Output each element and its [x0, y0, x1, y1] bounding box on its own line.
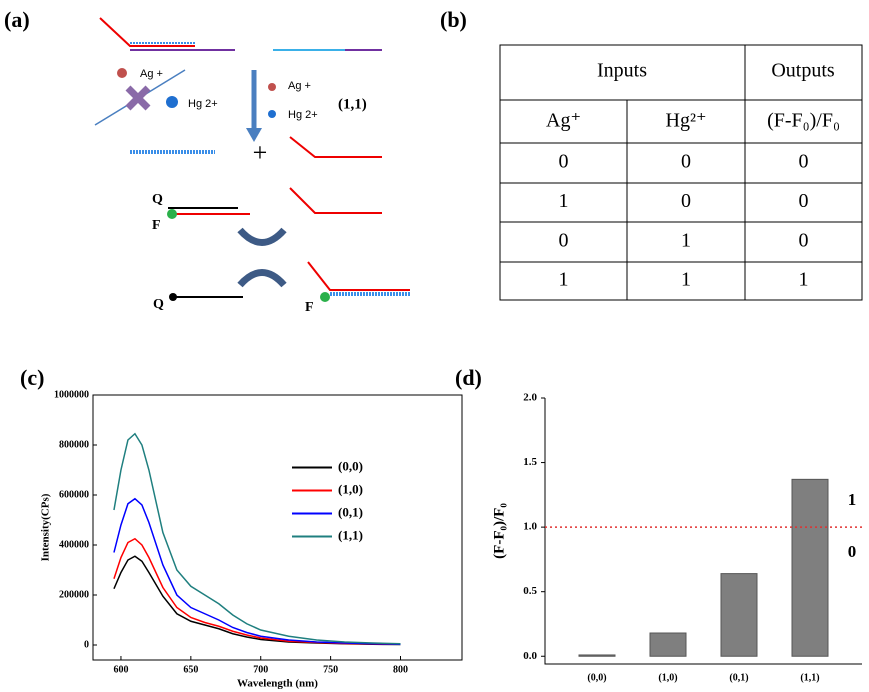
line-series [113, 555, 401, 646]
ion-label: Hg 2+ [288, 109, 318, 121]
panel-label: (b) [440, 7, 467, 32]
x-tick-label: (0,0) [587, 672, 606, 683]
table-cell: 0 [799, 190, 809, 212]
table-cell: 0 [559, 230, 569, 252]
bar [791, 478, 829, 657]
x-tick-label: 750 [323, 664, 338, 675]
legend-label: (0,1) [338, 504, 363, 519]
x-tick-label: (1,1) [800, 672, 819, 683]
strand [99, 17, 195, 47]
y-axis-label: (F-F₀)/F₀ [491, 503, 507, 559]
strand [307, 261, 410, 291]
y-tick-label: 2.0 [523, 392, 537, 404]
legend-label: (0,0) [338, 458, 363, 473]
ion-dot [166, 96, 178, 108]
table-subheader: Ag⁺ [546, 110, 581, 132]
bar [578, 654, 616, 657]
y-tick-label: 600000 [59, 489, 89, 500]
table-cell: 0 [799, 230, 809, 252]
table-cell: 0 [681, 151, 691, 173]
truth-table: (b) Inputs Outputs Ag⁺ Hg²⁺ (F-F₀)/F₀ 0 0 0 1 0 0 0… [440, 7, 863, 301]
arrow-head [246, 128, 262, 142]
legend-label: (1,1) [338, 527, 363, 542]
panel-label: (d) [455, 365, 482, 390]
strand [289, 187, 382, 214]
bar [649, 632, 687, 657]
ion-label: Ag + [140, 68, 163, 80]
cross [125, 85, 151, 111]
panel-label: (c) [20, 365, 44, 390]
y-tick-label: 400000 [59, 539, 89, 550]
fluorophore-label: F [152, 218, 161, 233]
x-axis-label: Wavelength (nm) [237, 678, 318, 690]
x-tick-label: 650 [183, 664, 198, 675]
ion-label: Ag + [288, 80, 311, 92]
x-tick-label: (0,1) [729, 672, 748, 683]
fluorophore-label: F [305, 300, 314, 315]
table-cell: 0 [559, 151, 569, 173]
y-tick-label: 1.0 [523, 521, 537, 533]
y-tick-label: 1.5 [523, 456, 537, 468]
ion-dot [268, 110, 276, 118]
table-border [499, 44, 863, 301]
y-tick-label: 0.0 [523, 650, 537, 662]
fluorophore [167, 209, 177, 219]
table-header: Inputs [597, 60, 647, 82]
table-header: Outputs [771, 60, 835, 82]
line-series [113, 432, 401, 645]
ion-dot [117, 68, 127, 78]
diagram: (a) Ag + Hg 2+ Ag + Hg 2+ (1,1) + Q F Q [4, 7, 410, 315]
y-tick-label: 1000000 [54, 389, 89, 400]
table-cell: 1 [559, 269, 569, 291]
annotation: 1 [848, 490, 857, 509]
plot-frame [92, 394, 463, 661]
quencher-label: Q [153, 297, 164, 312]
table-cell: 1 [681, 269, 691, 291]
x-tick-label: 800 [393, 664, 408, 675]
table-cell: 0 [799, 151, 809, 173]
legend-label: (1,0) [338, 481, 363, 496]
y-axis-label: Intensity(CPs) [40, 493, 52, 561]
table-cell: 1 [799, 269, 809, 291]
annotation: 0 [848, 542, 857, 561]
x-tick-label: 600 [113, 664, 128, 675]
exchange-arrows [237, 227, 287, 288]
strand [289, 136, 382, 158]
table-cell: 1 [559, 190, 569, 212]
ion-dot [268, 83, 276, 91]
y-tick-label: 800000 [59, 439, 89, 450]
panel-label: (a) [4, 7, 30, 32]
quencher-label: Q [152, 192, 163, 207]
axes [544, 398, 862, 665]
table-cell: 1 [681, 230, 691, 252]
ion-label: Hg 2+ [188, 98, 218, 110]
table-subheader: (F-F₀)/F₀ [767, 110, 840, 132]
x-tick-label: 700 [253, 664, 268, 675]
fluorophore [320, 292, 330, 302]
line-series [113, 497, 401, 645]
table-cell: 0 [681, 190, 691, 212]
y-tick-label: 200000 [59, 589, 89, 600]
plus: + [253, 138, 268, 167]
table-subheader: Hg²⁺ [666, 110, 707, 132]
bar [720, 573, 758, 657]
y-tick-label: 0.5 [523, 585, 537, 597]
x-tick-label: (1,0) [658, 672, 677, 683]
state-label: (1,1) [338, 96, 367, 112]
y-tick-label: 0 [84, 639, 89, 650]
